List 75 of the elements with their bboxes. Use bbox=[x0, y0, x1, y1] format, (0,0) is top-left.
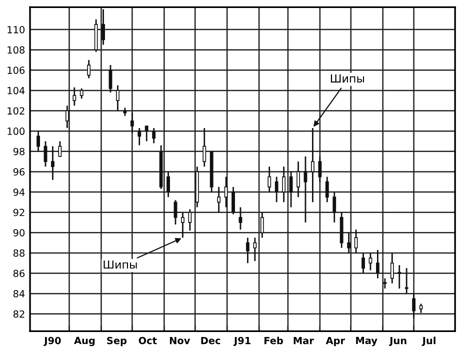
y-tick-label: 84 bbox=[13, 290, 25, 298]
candlestick bbox=[188, 208, 192, 232]
candlestick bbox=[354, 228, 358, 254]
y-tick-label: 100 bbox=[8, 128, 25, 135]
candlestick bbox=[362, 252, 365, 274]
candlestick bbox=[390, 252, 394, 284]
candlestick bbox=[383, 278, 387, 290]
x-tick-label: Sep bbox=[107, 336, 127, 346]
candlestick bbox=[72, 86, 76, 106]
candlestick bbox=[253, 237, 257, 262]
candlestick bbox=[398, 264, 402, 290]
candlestick bbox=[130, 112, 134, 134]
annotation: Шипы bbox=[104, 260, 137, 269]
y-tick-label: 92 bbox=[13, 208, 24, 216]
y-tick-label: 94 bbox=[13, 188, 25, 196]
candlestick bbox=[232, 186, 235, 216]
x-tick-label: Apr bbox=[326, 337, 346, 346]
x-tick-label: Jun bbox=[389, 337, 406, 346]
candlestick bbox=[224, 176, 228, 208]
x-tick-label: J91 bbox=[233, 336, 250, 346]
x-tick-label: Oct bbox=[138, 336, 157, 344]
y-tick-label: 108 bbox=[8, 46, 25, 54]
y-tick-label: 110 bbox=[8, 26, 25, 34]
candlestick bbox=[318, 156, 322, 183]
candlestick bbox=[102, 8, 105, 46]
candlestick bbox=[58, 140, 62, 158]
x-tick-label: Feb bbox=[264, 336, 283, 344]
y-tick-label: 86 bbox=[13, 270, 25, 278]
candlestick bbox=[268, 166, 272, 193]
candlestick bbox=[347, 232, 351, 254]
candlestick bbox=[202, 127, 206, 168]
candlestick bbox=[181, 212, 184, 238]
candlestick bbox=[166, 171, 170, 198]
candlestick bbox=[87, 59, 91, 79]
candlestick bbox=[332, 191, 336, 224]
y-tick-label: 90 bbox=[13, 229, 25, 236]
candlestick bbox=[246, 237, 250, 264]
candlestick bbox=[282, 166, 286, 203]
candlestick bbox=[404, 267, 408, 294]
x-tick-label: Aug bbox=[74, 336, 95, 346]
x-tick-label: Dec bbox=[201, 337, 220, 344]
y-tick-label: 98 bbox=[13, 148, 25, 156]
x-tick-label: Jul bbox=[422, 336, 436, 346]
x-tick-label: Mar bbox=[294, 337, 314, 344]
candlestick bbox=[65, 104, 69, 129]
candlestick bbox=[80, 88, 84, 100]
candlestick bbox=[138, 127, 142, 146]
y-tick-label: 96 bbox=[13, 168, 25, 176]
x-tick-label: Nov bbox=[170, 337, 190, 344]
candlestick bbox=[304, 156, 308, 224]
candlestick bbox=[260, 212, 264, 238]
candlestick bbox=[238, 206, 242, 230]
candlestick bbox=[274, 176, 278, 203]
candlestick bbox=[108, 64, 112, 94]
candlestick bbox=[217, 186, 221, 214]
candlestick bbox=[296, 160, 300, 198]
candlestick bbox=[116, 84, 120, 112]
y-tick-label: 82 bbox=[13, 310, 24, 318]
y-tick-label: 102 bbox=[8, 107, 24, 115]
annotation: Шипы bbox=[330, 74, 364, 82]
candlestick bbox=[152, 127, 156, 144]
y-tick-label: 106 bbox=[8, 66, 25, 74]
x-tick-label: May bbox=[356, 336, 378, 346]
candlestick bbox=[376, 249, 380, 280]
candlestick bbox=[174, 199, 178, 226]
candlestick bbox=[144, 125, 148, 142]
candlestick bbox=[36, 130, 40, 152]
candlestick bbox=[310, 127, 314, 203]
x-tick-label: J90 bbox=[44, 336, 61, 346]
candlestick bbox=[412, 292, 416, 319]
y-tick-label: 104 bbox=[8, 86, 25, 94]
candlestick bbox=[51, 146, 54, 181]
candlestick bbox=[325, 176, 329, 203]
y-tick-label: 88 bbox=[13, 249, 25, 257]
candlestick bbox=[368, 252, 372, 271]
